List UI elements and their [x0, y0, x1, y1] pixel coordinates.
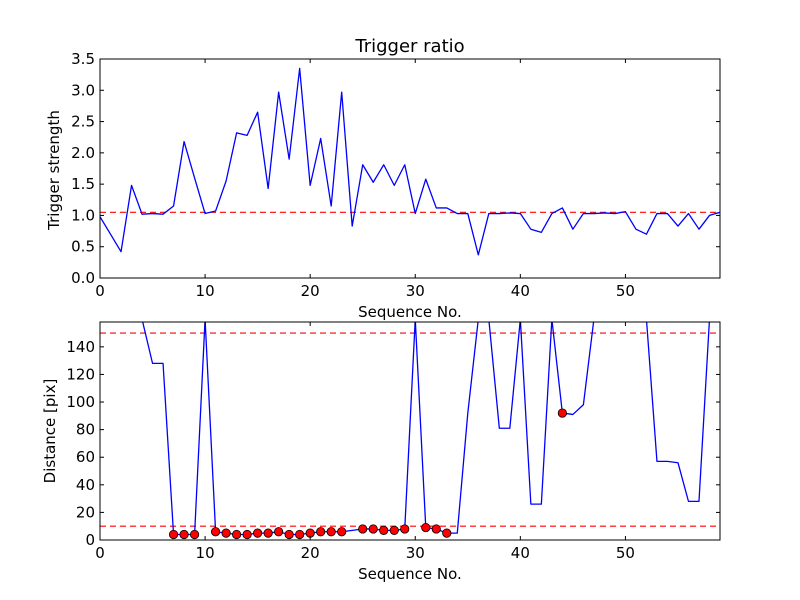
x-tick-label: 30	[406, 282, 425, 300]
series-line-0	[100, 67, 720, 256]
data-marker	[210, 527, 221, 537]
data-marker	[358, 524, 368, 534]
top-x-axis-label: Sequence No.	[358, 303, 462, 321]
data-marker	[431, 524, 441, 534]
y-tick-label: 100	[66, 393, 95, 411]
y-tick-label: 140	[66, 338, 95, 356]
y-tick-label: 40	[76, 476, 95, 494]
data-marker	[253, 528, 263, 538]
data-marker	[284, 529, 294, 540]
top-y-axis-label: Trigger strength	[45, 110, 63, 231]
x-tick-label: 40	[511, 282, 530, 300]
bottom-ticks-layer: 0 10 20 30 40 50 0 20 40 60 80 100 120 140	[66, 322, 720, 562]
y-tick-label: 0	[85, 531, 95, 549]
data-marker	[421, 522, 431, 533]
y-tick-label: 2.0	[71, 144, 95, 162]
y-tick-label: 2.5	[71, 113, 95, 131]
bottom-markers-layer	[168, 408, 567, 540]
top-ticks-layer: 0 10 20 30 40 50 0.0 0.5 1.0 1.5 2.0 2.5 3.0 3.5	[71, 50, 720, 300]
data-marker	[179, 529, 189, 540]
data-marker	[221, 528, 231, 538]
data-marker	[557, 408, 567, 418]
x-tick-label: 0	[95, 544, 105, 562]
x-tick-label: 10	[196, 544, 215, 562]
x-tick-label: 50	[616, 544, 635, 562]
x-tick-label: 20	[301, 544, 320, 562]
top-chart-title: Trigger ratio	[354, 36, 464, 57]
data-marker	[379, 525, 389, 535]
data-marker	[337, 527, 347, 537]
y-tick-label: 3.0	[71, 81, 95, 99]
distance-plot: 0 10 20 30 40 50 0 20 40 60 80 100 120 140 Sequence N…	[41, 321, 721, 583]
x-tick-label: 40	[511, 544, 530, 562]
data-marker	[232, 529, 242, 540]
top-series-layer	[100, 67, 720, 256]
bottom-plot-frame	[99, 321, 721, 541]
bottom-threshold-layer	[100, 332, 720, 527]
data-marker	[263, 528, 273, 538]
y-tick-label: 1.0	[71, 206, 95, 224]
data-marker	[316, 527, 326, 537]
trigger-ratio-plot: Trigger ratio 0 10 20 30 40 50 0.0 0.5 1.0 1.5 2.0…	[45, 36, 721, 321]
y-tick-label: 60	[76, 448, 95, 466]
y-tick-label: 120	[66, 365, 95, 383]
x-tick-label: 10	[196, 282, 215, 300]
data-marker	[295, 529, 305, 540]
data-marker	[274, 527, 284, 537]
data-marker	[189, 529, 200, 540]
data-marker	[326, 527, 336, 537]
y-tick-label: 0.5	[71, 238, 95, 256]
y-tick-label: 20	[76, 503, 95, 521]
data-marker	[242, 529, 252, 540]
data-marker	[400, 524, 410, 534]
x-tick-label: 30	[406, 544, 425, 562]
top-plot-frame	[99, 58, 721, 279]
data-marker	[168, 529, 179, 540]
y-tick-label: 1.5	[71, 175, 95, 193]
data-marker	[389, 525, 399, 535]
x-tick-label: 0	[95, 282, 105, 300]
bottom-y-axis-label: Distance [pix]	[41, 379, 59, 484]
bottom-x-axis-label: Sequence No.	[358, 565, 462, 583]
x-tick-label: 20	[301, 282, 320, 300]
x-tick-label: 50	[616, 282, 635, 300]
y-tick-label: 0.0	[71, 269, 95, 287]
data-marker	[442, 528, 452, 538]
y-tick-label: 80	[76, 421, 95, 439]
y-tick-label: 3.5	[71, 50, 95, 68]
data-marker	[368, 524, 378, 534]
